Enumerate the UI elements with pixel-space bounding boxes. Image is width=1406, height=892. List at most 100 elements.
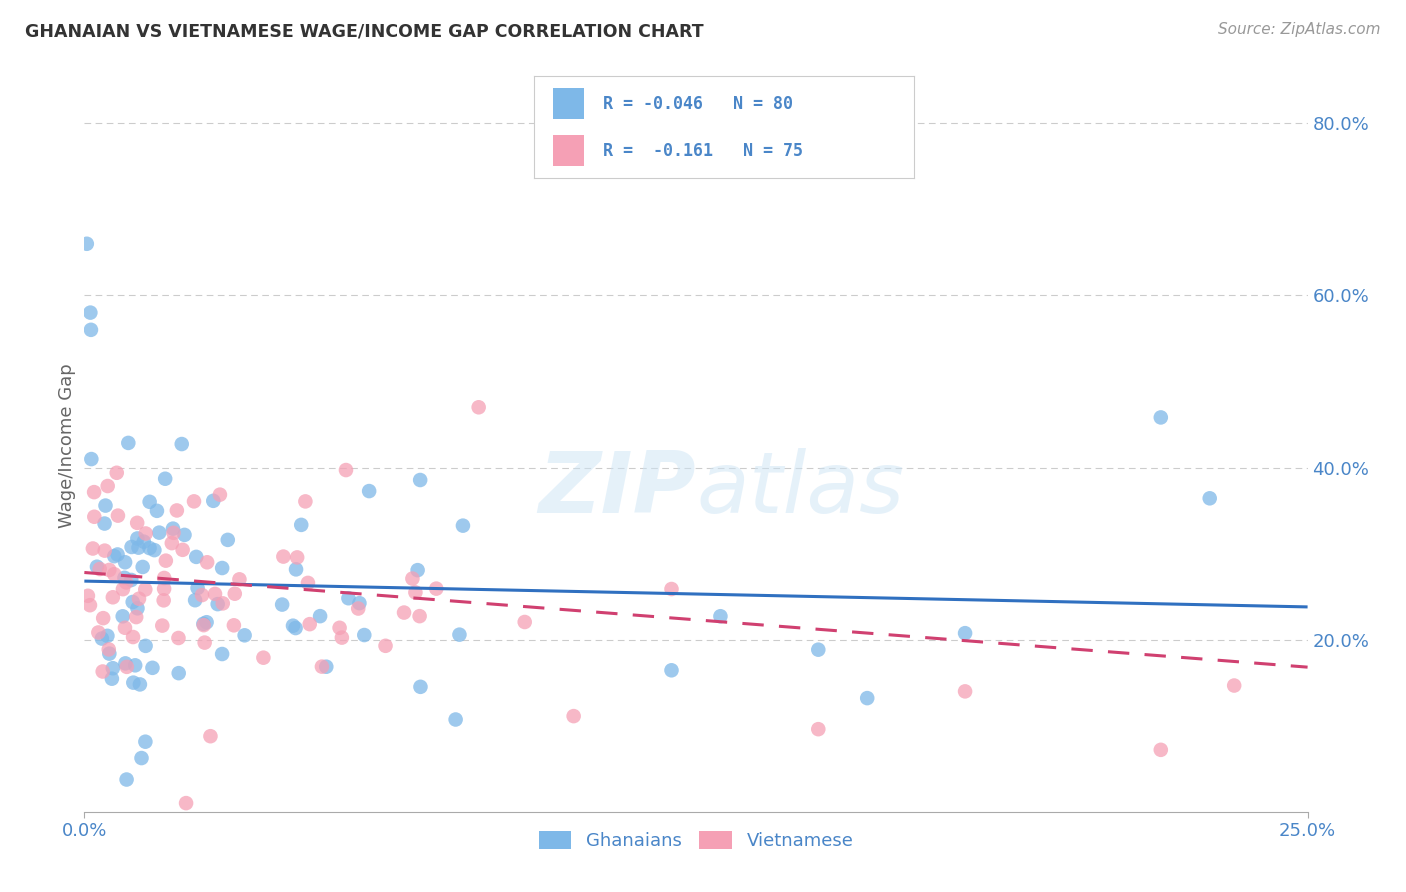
Point — [195, 555, 218, 569]
Point — [97, 642, 120, 657]
Text: R =  -0.161   N = 75: R = -0.161 N = 75 — [603, 142, 803, 160]
Point — [160, 536, 183, 550]
Point — [562, 709, 585, 723]
Point — [86, 559, 108, 574]
Point — [91, 611, 114, 625]
Bar — [554, 88, 583, 119]
Point — [193, 618, 215, 632]
Point — [143, 543, 166, 558]
Point — [162, 522, 184, 536]
Point — [401, 572, 423, 586]
Point — [132, 534, 155, 549]
Point — [217, 533, 239, 547]
Point — [124, 658, 146, 673]
Point — [134, 735, 156, 749]
Point — [114, 621, 136, 635]
Point — [135, 639, 157, 653]
Point — [425, 582, 447, 596]
Point — [146, 504, 169, 518]
Point — [170, 437, 193, 451]
Point — [141, 661, 163, 675]
Point — [285, 550, 308, 565]
Point — [211, 596, 233, 610]
Point — [90, 632, 112, 646]
Point — [98, 563, 121, 577]
Point — [513, 615, 536, 629]
Point — [96, 629, 118, 643]
Point — [77, 589, 100, 603]
Point — [195, 615, 218, 630]
Point — [173, 528, 195, 542]
Point — [953, 626, 976, 640]
Point — [207, 597, 229, 611]
Text: GHANAIAN VS VIETNAMESE WAGE/INCOME GAP CORRELATION CHART: GHANAIAN VS VIETNAMESE WAGE/INCOME GAP C… — [25, 22, 704, 40]
Point — [167, 631, 190, 645]
Point — [131, 751, 153, 765]
Point — [135, 526, 157, 541]
Point — [187, 581, 209, 595]
Point — [150, 618, 173, 632]
Point — [211, 561, 233, 575]
Point — [186, 549, 208, 564]
Point — [709, 609, 731, 624]
Point — [115, 772, 138, 787]
Point — [467, 401, 489, 415]
Point — [153, 571, 176, 585]
Point — [114, 657, 136, 671]
Point — [409, 473, 432, 487]
Point — [114, 571, 136, 585]
Point — [374, 639, 396, 653]
Point — [153, 472, 176, 486]
Point — [444, 713, 467, 727]
Point — [76, 236, 98, 251]
Point — [208, 488, 231, 502]
Point — [93, 516, 115, 531]
Point — [409, 680, 432, 694]
Point — [222, 618, 245, 632]
Point — [127, 541, 149, 555]
Point — [97, 479, 120, 493]
Text: Source: ZipAtlas.com: Source: ZipAtlas.com — [1218, 22, 1381, 37]
Point — [353, 628, 375, 642]
Point — [451, 518, 474, 533]
Point — [89, 562, 111, 576]
Point — [297, 575, 319, 590]
Point — [233, 628, 256, 642]
Point — [294, 494, 316, 508]
Point — [115, 575, 138, 590]
Point — [107, 508, 129, 523]
Point — [82, 541, 104, 556]
Point — [953, 684, 976, 698]
Point — [211, 647, 233, 661]
Point — [152, 593, 174, 607]
Point — [79, 598, 101, 612]
Point — [138, 541, 160, 555]
Point — [807, 722, 830, 736]
Point — [252, 650, 274, 665]
Point — [359, 484, 381, 499]
Text: R = -0.046   N = 80: R = -0.046 N = 80 — [603, 95, 793, 112]
Point — [204, 587, 226, 601]
Point — [107, 548, 129, 562]
Point — [103, 567, 125, 582]
Point — [330, 631, 353, 645]
Point — [1223, 679, 1246, 693]
Point — [120, 573, 142, 587]
Point — [309, 609, 332, 624]
Point — [166, 503, 188, 517]
Point — [122, 630, 145, 644]
Point — [273, 549, 295, 564]
Point — [80, 323, 103, 337]
Point — [392, 606, 415, 620]
Point — [281, 618, 304, 632]
Point — [1150, 743, 1173, 757]
Text: atlas: atlas — [696, 449, 904, 532]
Point — [329, 621, 352, 635]
Point — [162, 525, 184, 540]
Point — [228, 572, 250, 586]
Point — [111, 582, 134, 596]
Point — [91, 665, 114, 679]
Point — [83, 485, 105, 500]
Point — [167, 666, 190, 681]
Point — [80, 452, 103, 467]
